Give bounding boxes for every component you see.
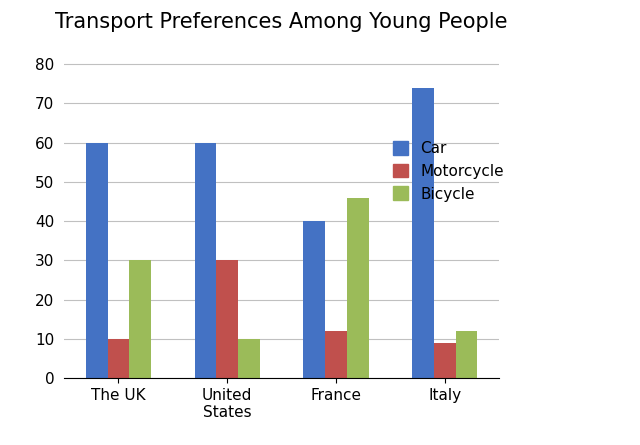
Bar <box>216 260 238 378</box>
Bar <box>434 343 456 378</box>
Bar <box>325 331 347 378</box>
Bar <box>238 339 260 378</box>
Bar <box>108 339 129 378</box>
Bar <box>195 143 216 378</box>
Bar <box>347 198 369 378</box>
Bar <box>456 331 477 378</box>
Bar <box>303 221 325 378</box>
Title: Transport Preferences Among Young People: Transport Preferences Among Young People <box>55 12 508 32</box>
Bar <box>129 260 151 378</box>
Legend: Car, Motorcycle, Bicycle: Car, Motorcycle, Bicycle <box>385 134 511 209</box>
Bar <box>412 88 434 378</box>
Bar <box>86 143 108 378</box>
